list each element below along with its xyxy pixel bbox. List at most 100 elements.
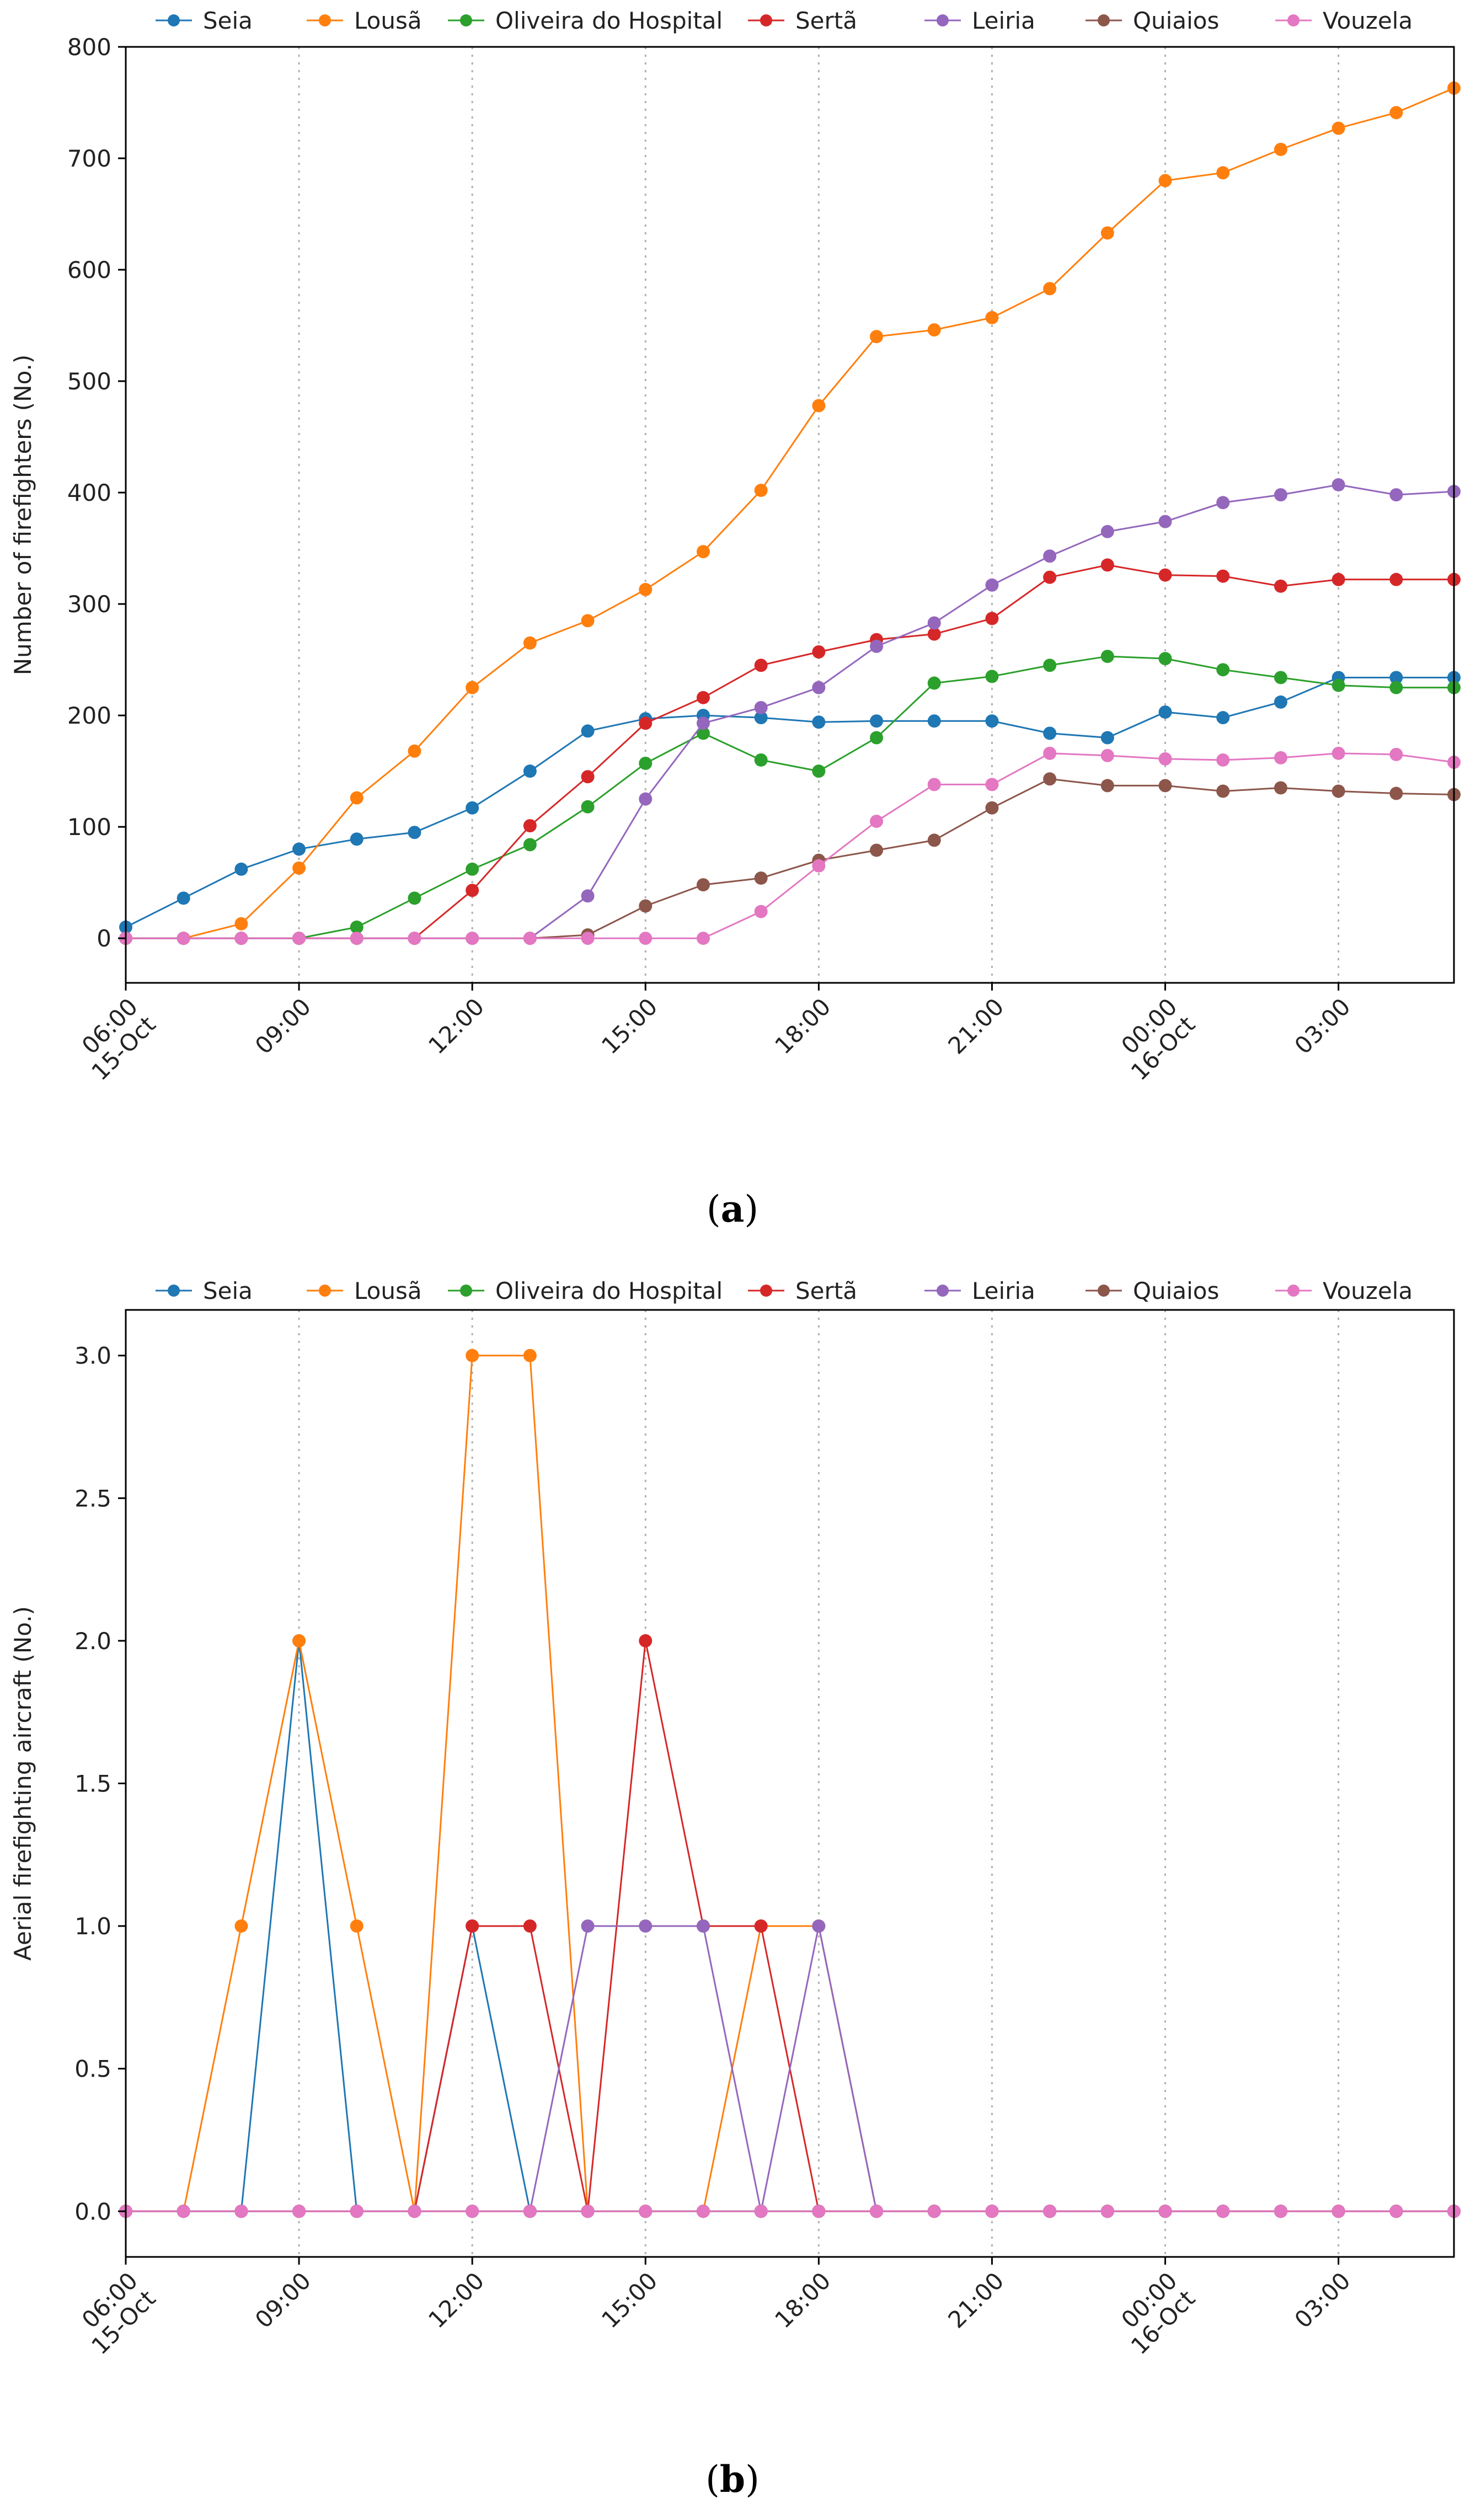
y-tick-label-4: 400 [67,479,111,506]
legend-label-4: Leiria [972,1277,1035,1304]
data-point [1389,671,1403,684]
data-point [985,778,999,791]
data-point [1100,779,1114,793]
legend-label-0: Seia [203,1277,253,1304]
data-point [466,681,479,694]
data-point [1332,746,1345,760]
caption-close-paren: ) [745,2458,760,2501]
data-point [292,861,306,875]
data-point [1216,711,1230,725]
data-point [292,1634,306,1647]
data-point [350,791,363,805]
panel-a: Seia Lousã Oliveira do Hospital Sertã Leiria… [9,7,1461,1230]
legend-marker-6 [1287,1285,1300,1297]
data-point [696,1919,710,1933]
y-axis-title: Aerial firefighting aircraft (No.) [9,1606,36,1961]
data-point [1043,2205,1057,2218]
data-point [1158,568,1172,582]
data-point [985,670,999,683]
y-tick-label-2: 200 [67,702,111,729]
y-tick-label-2: 1.0 [74,1913,111,1940]
data-point [1100,558,1114,572]
data-point [754,2205,768,2218]
data-point [639,932,653,945]
data-point [581,1919,595,1933]
x-gridlines [298,1310,1340,2257]
data-point [870,815,884,828]
data-point [696,545,710,559]
legend-label-5: Quiaios [1133,7,1219,34]
data-point [523,2205,537,2218]
data-point [1100,525,1114,538]
data-point [1216,753,1230,767]
data-point [639,1919,653,1933]
data-point [581,800,595,814]
data-point [754,711,768,725]
legend-marker-2 [460,1285,472,1297]
data-point [1043,746,1057,760]
data-point [927,833,941,847]
data-point [466,862,479,876]
caption-close-paren: ) [744,1188,758,1230]
data-point [754,701,768,715]
data-point [408,2205,421,2218]
y-tick-label-4: 2.0 [74,1628,111,1655]
data-point [1100,748,1114,762]
data-point [408,744,421,758]
data-point [812,645,826,659]
data-point [408,891,421,905]
data-point [466,1349,479,1362]
data-point [1274,781,1287,795]
series-0 [119,671,1461,934]
data-point [985,714,999,728]
data-point [985,311,999,324]
data-point [639,1634,653,1647]
data-point [177,932,190,945]
data-point [1389,106,1403,120]
data-point [1216,166,1230,180]
data-point [927,616,941,630]
data-point [1158,515,1172,528]
data-point [1389,747,1403,761]
y-axis: 0 100 200 300 400 500 600 700 800 [67,34,126,952]
data-point [1216,663,1230,677]
data-point [1274,579,1287,593]
data-point [234,1919,248,1933]
y-tick-label-5: 2.5 [74,1485,111,1512]
legend-marker-2 [460,14,472,26]
y-tick-label-3: 300 [67,591,111,618]
y-axis-title: Number of firefighters (No.) [9,355,36,676]
data-point [812,859,826,873]
data-point [985,801,999,815]
data-point [1274,488,1287,502]
data-point [350,1919,363,1933]
data-point [754,484,768,497]
data-point [177,2205,190,2218]
legend-label-3: Sertã [795,1277,857,1304]
data-point [696,932,710,945]
legend-marker-4 [937,1285,949,1297]
legend-marker-3 [760,14,772,26]
y-tick-label-6: 600 [67,256,111,283]
y-tick-label-0: 0 [97,925,111,952]
legend-marker-5 [1098,14,1110,26]
legend-label-3: Sertã [795,7,857,34]
data-point [523,1349,537,1362]
data-point [754,871,768,885]
data-point [1043,772,1057,786]
y-tick-label-7: 700 [67,145,111,172]
panel-caption: (a) [707,1187,758,1230]
y-tick-label-1: 0.5 [74,2056,111,2083]
y-axis: 0.0 0.5 1.0 1.5 2.0 2.5 3.0 [74,1342,126,2225]
data-point [639,757,653,771]
data-point [754,1919,768,1933]
caption-letter: a [721,1187,745,1230]
series-1 [119,81,1461,945]
data-point [1216,569,1230,583]
series-line-0 [125,676,1454,928]
caption-open-paren: ( [705,2458,720,2501]
data-point [870,714,884,728]
data-point [581,770,595,784]
data-point [1389,681,1403,694]
